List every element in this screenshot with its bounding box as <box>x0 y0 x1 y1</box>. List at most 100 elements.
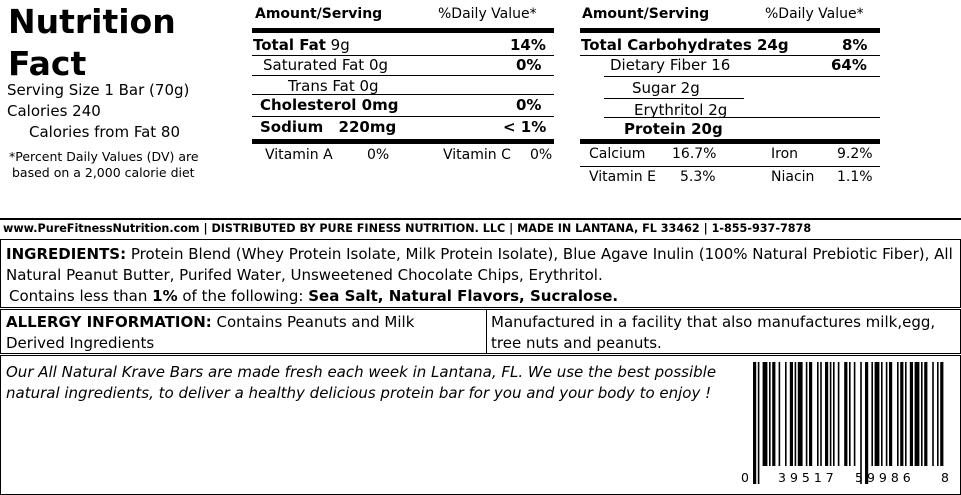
cholesterol-dv: 0% <box>516 96 542 114</box>
barcode-bar <box>940 362 944 466</box>
total-carbohydrates: Total Carbohydrates 24g <box>581 36 789 54</box>
protein: Protein 20g <box>624 120 723 138</box>
sodium-amount: 220mg <box>338 118 397 136</box>
contains-list: Sea Salt, Natural Flavors, Sucralose. <box>308 287 619 305</box>
barcode-bar <box>817 362 819 466</box>
divider <box>252 94 554 95</box>
barcode-bar <box>833 362 835 466</box>
divider <box>252 75 554 76</box>
panel1-thick-rule <box>252 28 554 33</box>
barcode-bar <box>905 362 907 466</box>
iron-dv: 9.2% <box>837 146 873 162</box>
total-carbohydrates-dv: 8% <box>842 36 868 54</box>
contains-pre: Contains less than <box>9 287 153 305</box>
title-line2: Fact <box>8 44 87 83</box>
barcode-bar <box>900 362 904 466</box>
panel2-header-dv: %Daily Value* <box>765 6 864 22</box>
title-line1: Nutrition <box>8 2 176 41</box>
trans-fat: Trans Fat 0g <box>288 77 379 95</box>
divider <box>604 117 880 118</box>
panel1-header-dv: %Daily Value* <box>438 6 537 22</box>
calories: Calories 240 <box>7 102 101 120</box>
barcode-bar <box>805 362 808 466</box>
barcode-bar <box>865 362 869 484</box>
calories-from-fat: Calories from Fat 80 <box>29 123 181 141</box>
sodium-label: Sodium <box>260 118 324 136</box>
barcode-bar <box>837 362 840 466</box>
barcode-bar <box>809 362 813 466</box>
total-fat-dv: 14% <box>510 36 546 54</box>
barcode-bar <box>794 362 797 466</box>
allergy-text: ALLERGY INFORMATION: Contains Peanuts an… <box>6 312 476 354</box>
dietary-fiber: Dietary Fiber 16 <box>610 56 731 74</box>
ingredients-text: INGREDIENTS: Protein Blend (Whey Protein… <box>6 244 956 286</box>
sodium-row: Sodium 220mg <box>260 118 396 136</box>
barcode-bar <box>874 362 880 466</box>
niacin-dv: 1.1% <box>837 169 873 185</box>
divider <box>604 98 744 99</box>
contains-mid: of the following: <box>177 287 309 305</box>
vitamin-a-dv: 0% <box>367 147 390 163</box>
barcode-bar <box>853 362 856 466</box>
barcode-bar <box>932 362 934 466</box>
barcode-bar <box>825 362 829 466</box>
dv-note-line1: *Percent Daily Values (DV) are <box>9 149 199 164</box>
divider <box>580 55 880 56</box>
barcode-bar <box>921 362 923 466</box>
ingredients-list: Protein Blend (Whey Protein Isolate, Mil… <box>6 245 953 284</box>
allergy-body: Contains Peanuts and Milk Derived Ingred… <box>6 313 415 352</box>
barcode-bar <box>924 362 928 466</box>
panel1-thick-rule-bottom <box>252 139 554 144</box>
barcode-bar <box>829 362 832 466</box>
vitamin-e-dv: 5.3% <box>680 169 716 185</box>
barcode-digit-1: 0 <box>741 470 749 485</box>
serving-size: Serving Size 1 Bar (70g) <box>7 81 190 99</box>
barcode-bar <box>753 362 757 484</box>
barcode-bar <box>769 362 771 466</box>
barcode-bar <box>789 362 793 466</box>
facility-text: Manufactured in a facility that also man… <box>491 313 936 352</box>
calcium-label: Calcium <box>589 146 646 162</box>
barcode-bar <box>897 362 899 466</box>
saturated-fat-dv: 0% <box>516 56 542 74</box>
vitamin-e-label: Vitamin E <box>589 169 656 185</box>
barcode-bar <box>844 362 848 466</box>
barcode-bar <box>849 362 851 466</box>
niacin-label: Niacin <box>771 169 815 185</box>
allergy-label: ALLERGY INFORMATION: <box>6 313 212 331</box>
panel1-header-amount: Amount/Serving <box>255 6 383 22</box>
barcode-bar <box>889 362 893 466</box>
panel2-thick-rule-bottom <box>580 139 880 144</box>
barcode <box>753 362 944 484</box>
total-fat-label: Total Fat <box>253 36 326 54</box>
barcode-bar <box>778 362 781 466</box>
vitamin-c-dv: 0% <box>530 147 553 163</box>
ingredients-label: INGREDIENTS: <box>6 245 127 263</box>
barcode-bar <box>797 362 803 466</box>
top-border <box>0 218 961 220</box>
dietary-fiber-dv: 64% <box>831 56 867 74</box>
barcode-bar <box>909 362 913 466</box>
barcode-bar <box>885 362 888 466</box>
barcode-bar <box>820 362 822 466</box>
vitamin-a-label: Vitamin A <box>265 147 333 163</box>
cholesterol: Cholesterol 0mg <box>260 96 399 114</box>
barcode-bar <box>762 362 768 466</box>
barcode-bar <box>860 362 862 484</box>
sugar: Sugar 2g <box>632 79 700 97</box>
distributor-line: www.PureFitnessNutrition.com | DISTRIBUT… <box>3 222 812 235</box>
barcode-bar <box>757 362 760 484</box>
story-text: Our All Natural Krave Bars are made fres… <box>6 363 717 402</box>
iron-label: Iron <box>771 146 799 162</box>
panel2-thick-rule <box>580 28 880 33</box>
sodium-dv: < 1% <box>503 118 547 136</box>
divider <box>604 76 880 77</box>
saturated-fat: Saturated Fat 0g <box>263 56 389 74</box>
vitamin-c-label: Vitamin C <box>443 147 511 163</box>
dv-note-line2: based on a 2,000 calorie diet <box>12 165 195 180</box>
total-fat-row: Total Fat 9g <box>253 36 350 54</box>
total-fat-amount: 9g <box>330 36 350 54</box>
divider <box>252 55 554 56</box>
barcode-digits-2: 39517 <box>778 470 838 485</box>
panel2-header-amount: Amount/Serving <box>582 6 710 22</box>
